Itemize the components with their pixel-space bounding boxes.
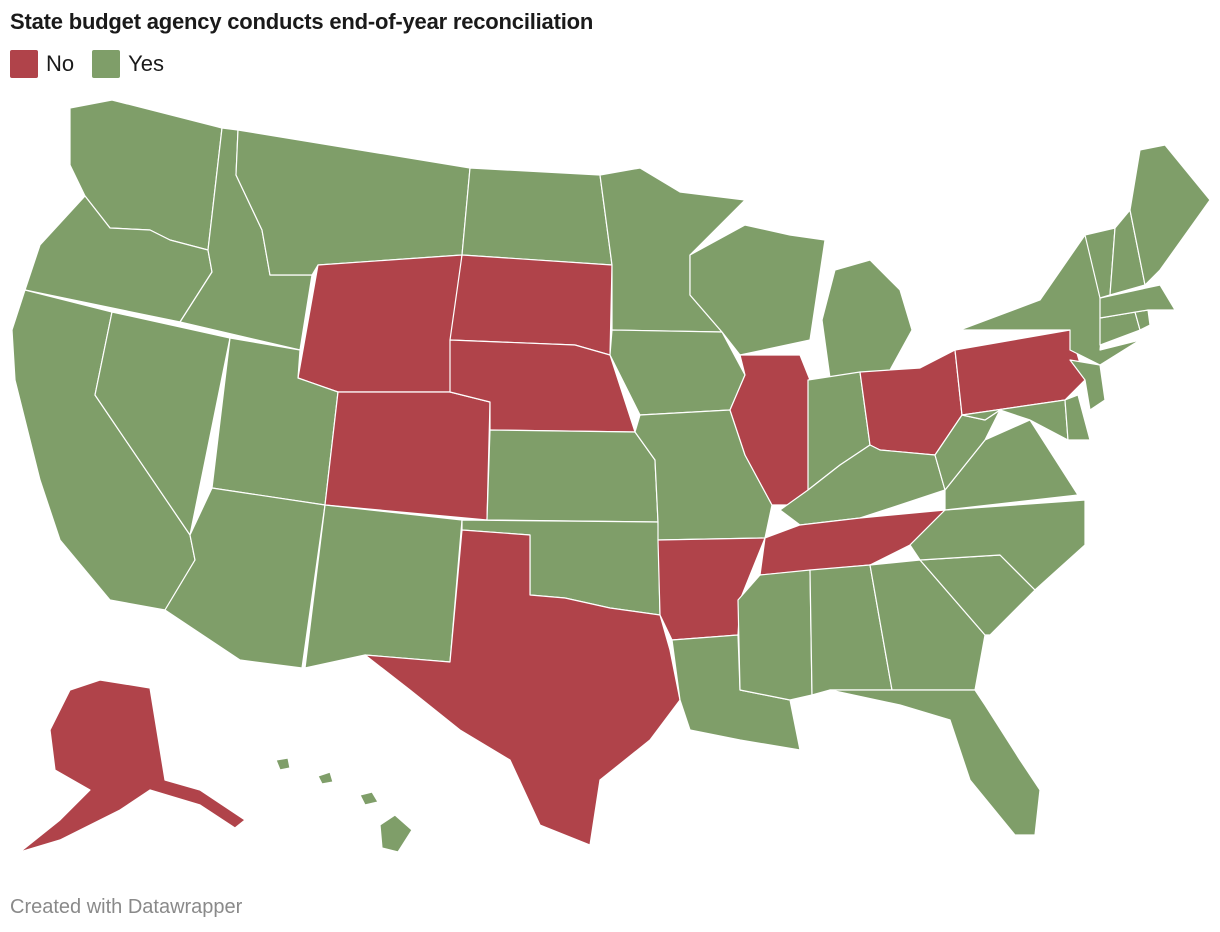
legend-label-no: No <box>46 51 75 76</box>
state-nc[interactable] <box>909 499 1086 591</box>
state-ks[interactable] <box>486 429 659 523</box>
state-fl[interactable] <box>829 689 1041 836</box>
state-hi-kauai[interactable] <box>275 757 291 771</box>
state-nd[interactable] <box>461 167 613 266</box>
state-ak[interactable] <box>19 679 246 853</box>
state-tx[interactable] <box>364 529 681 846</box>
state-wi[interactable] <box>689 224 826 356</box>
legend: No Yes <box>10 50 164 78</box>
legend-swatch-no <box>10 50 38 78</box>
state-de[interactable] <box>1064 394 1091 441</box>
state-me[interactable] <box>1129 144 1211 286</box>
legend-label-yes: Yes <box>128 51 165 76</box>
state-il[interactable] <box>729 354 811 506</box>
state-wy[interactable] <box>297 254 463 393</box>
state-pa[interactable] <box>954 329 1086 416</box>
state-nj[interactable] <box>1069 359 1106 411</box>
state-hi-maui[interactable] <box>359 791 379 806</box>
state-co[interactable] <box>324 391 491 521</box>
legend-item-no: No <box>10 50 74 78</box>
state-sd[interactable] <box>449 254 613 356</box>
us-state-map <box>11 99 1211 853</box>
state-mt[interactable] <box>235 129 471 276</box>
map-title: State budget agency conducts end-of-year… <box>10 9 594 34</box>
state-ma[interactable] <box>1099 284 1176 319</box>
state-ia[interactable] <box>609 329 746 416</box>
state-nm[interactable] <box>304 504 463 669</box>
state-ga[interactable] <box>869 559 986 691</box>
state-mi[interactable] <box>821 259 913 379</box>
state-ms[interactable] <box>737 569 813 701</box>
legend-swatch-yes <box>92 50 121 78</box>
state-hi-oahu[interactable] <box>317 771 334 785</box>
state-hi[interactable] <box>379 814 413 853</box>
legend-item-yes: Yes <box>92 50 164 78</box>
attribution-footer: Created with Datawrapper <box>10 896 243 918</box>
